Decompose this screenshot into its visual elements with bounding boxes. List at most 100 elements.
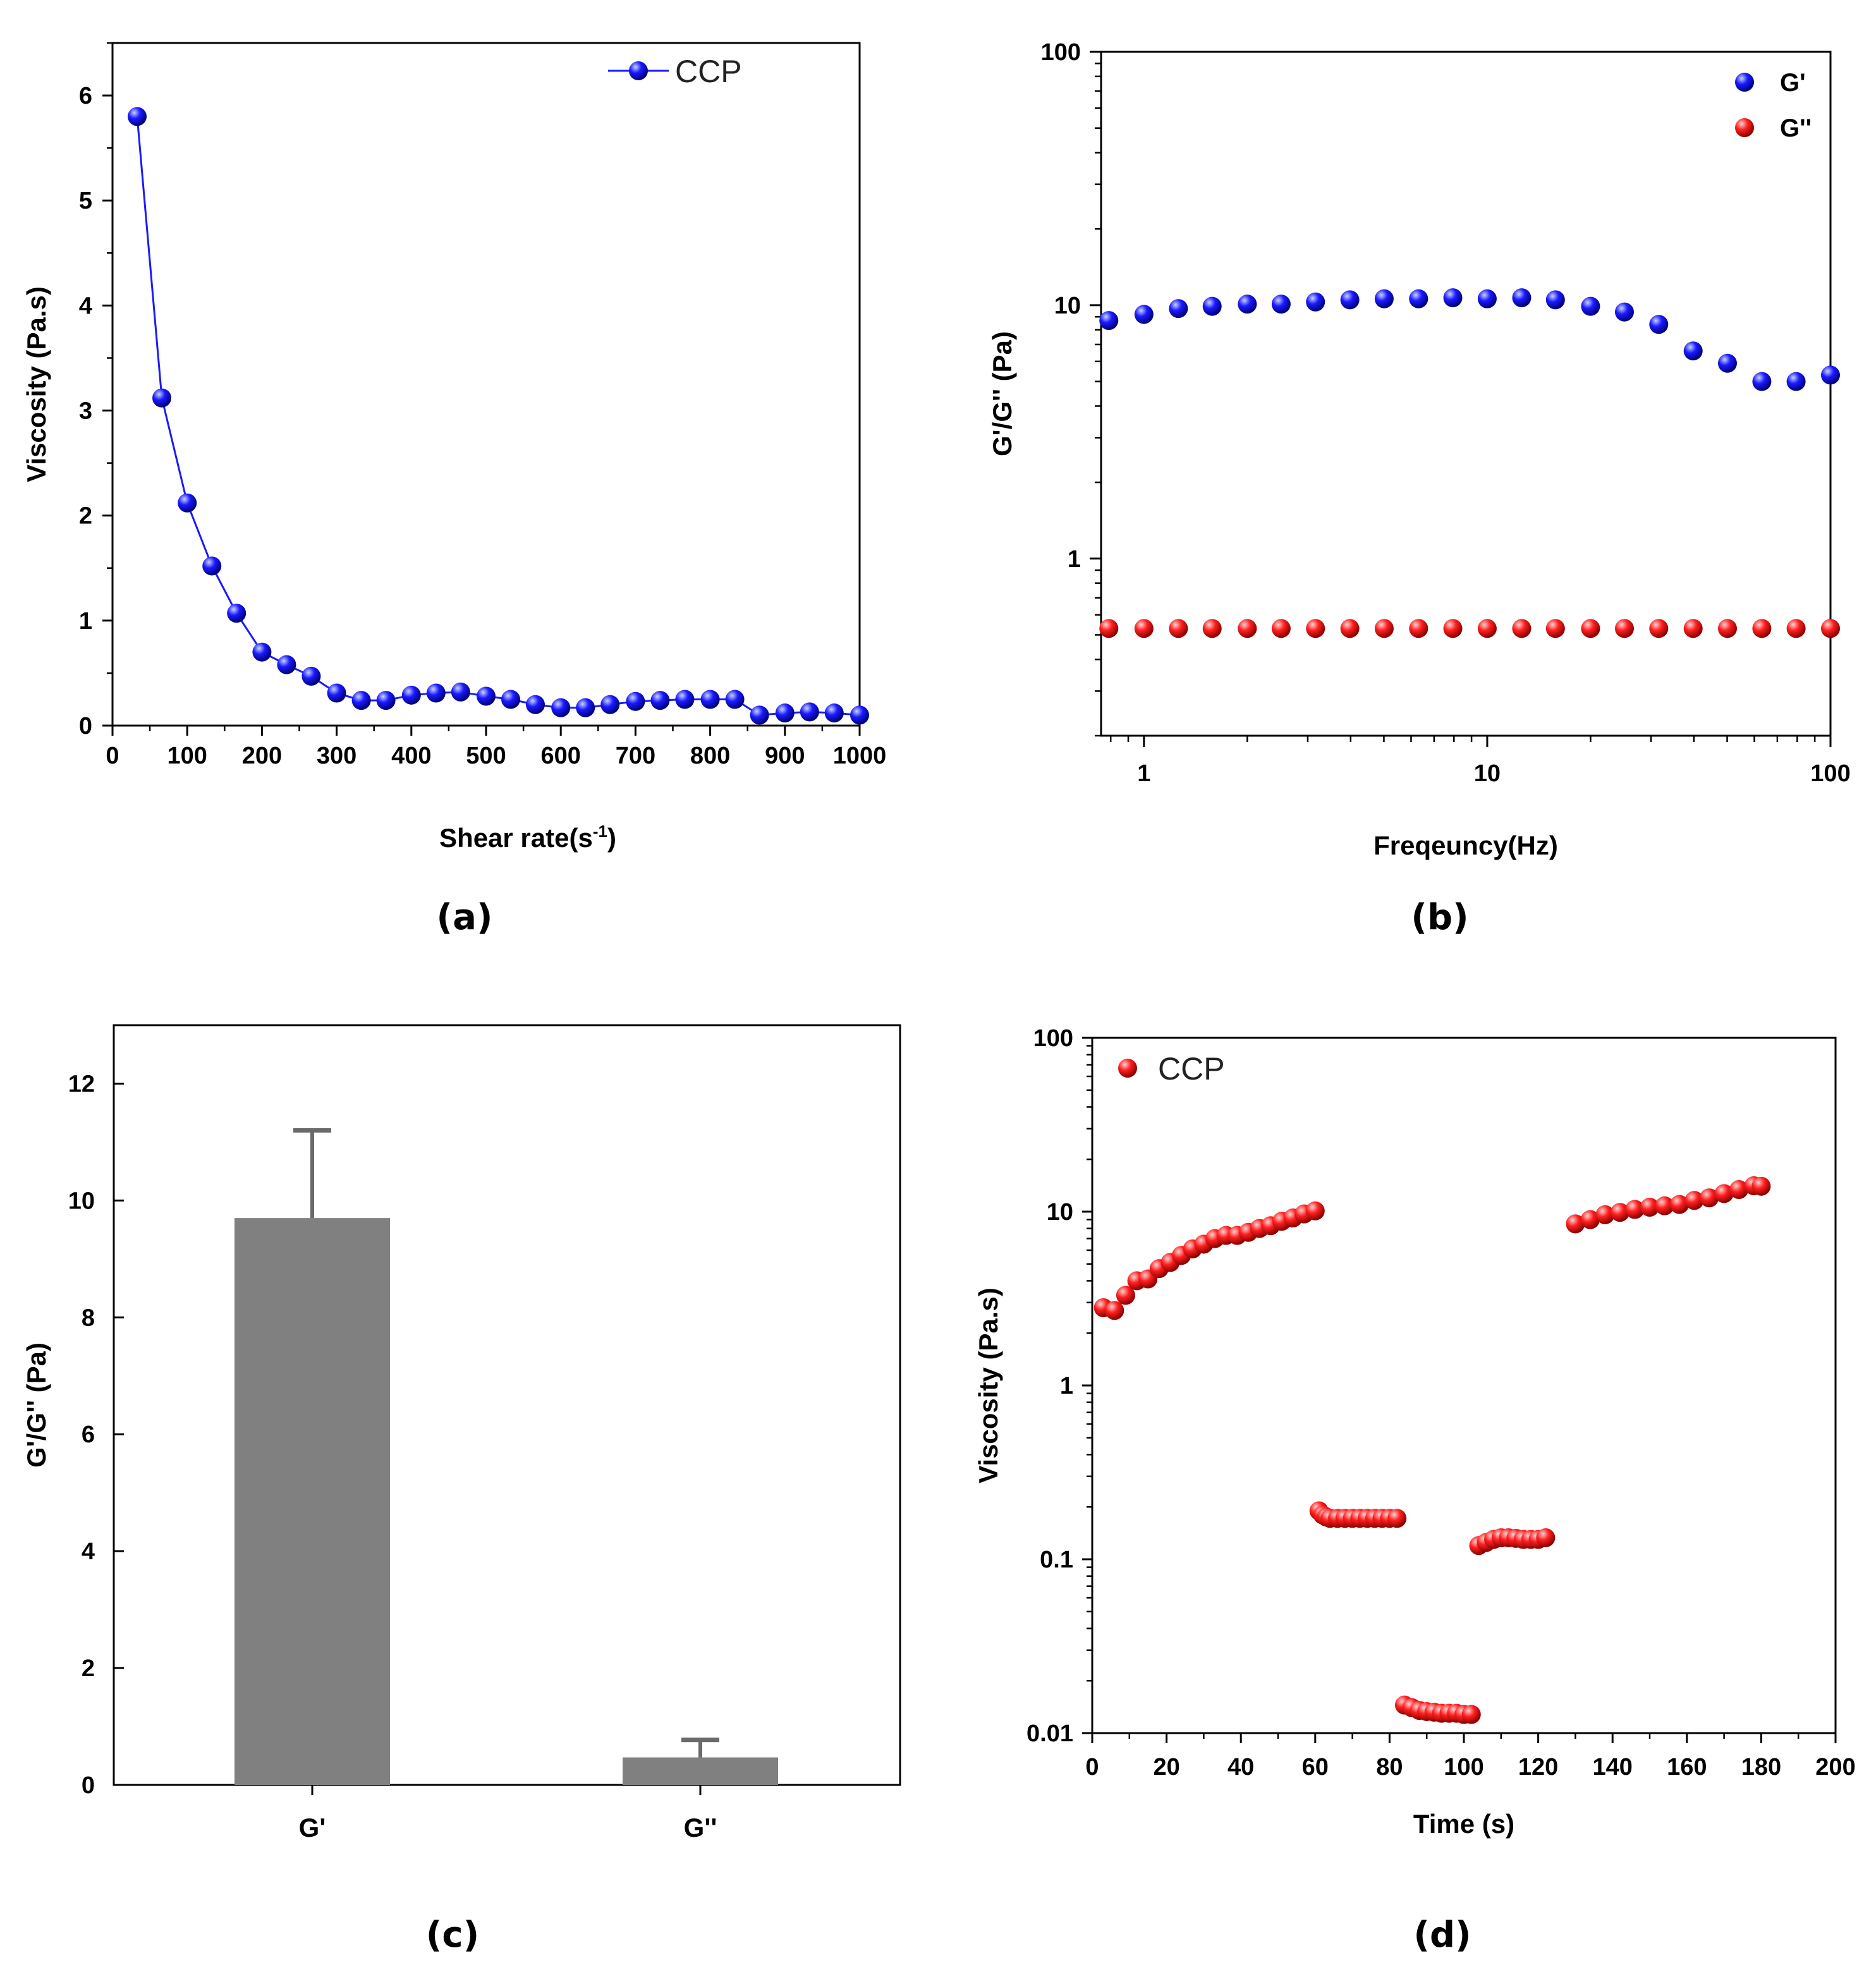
b-data-point-gdoubleprime [1306, 619, 1325, 638]
b-data-point-gdoubleprime [1752, 619, 1772, 638]
d-ytick-label: 0.01 [1026, 1720, 1073, 1747]
d-data-point [1116, 1286, 1135, 1305]
d-data-point [1684, 1191, 1704, 1210]
b-data-point-gprime [1581, 296, 1600, 316]
a-data-point [526, 695, 545, 714]
a-data-point [128, 107, 147, 126]
b-data-point-gdoubleprime [1683, 619, 1703, 638]
a-data-point [327, 683, 346, 703]
a-data-point [576, 698, 595, 717]
b-data-point-gdoubleprime [1717, 619, 1737, 638]
d-data-point [1461, 1705, 1481, 1724]
b-data-point-gprime [1717, 353, 1737, 373]
b-data-point-gprime [1683, 341, 1703, 361]
a-xtick-label: 500 [466, 743, 506, 769]
b-data-point-gdoubleprime [1786, 619, 1806, 638]
d-ytick-label: 0.1 [1040, 1547, 1073, 1573]
b-y-axis-title: G'/G'' (Pa) [987, 331, 1017, 456]
b-data-point-gprime [1477, 289, 1497, 308]
a-xtick-label: 400 [391, 743, 431, 769]
d-data-point [1640, 1198, 1659, 1217]
a-data-point [600, 695, 620, 714]
a-y-axis-title: Viscosity (Pa.s) [21, 286, 51, 482]
b-data-point-gdoubleprime [1512, 619, 1532, 638]
a-legend-marker [629, 61, 648, 80]
a-ytick-label: 0 [79, 713, 92, 740]
a-plot-frame [111, 42, 861, 727]
b-data-point-gprime [1786, 372, 1806, 391]
d-xtick-label: 40 [1227, 1754, 1254, 1780]
b-ytick-label: 100 [1041, 39, 1081, 66]
c-category-label: G'' [684, 1813, 717, 1842]
b-legend-marker-gdoubleprime [1735, 118, 1754, 137]
b-data-point-gprime [1821, 365, 1840, 385]
a-data-point [675, 690, 695, 709]
a-data-point [401, 685, 421, 705]
a-data-point [824, 703, 844, 723]
a-data-point [775, 703, 795, 723]
b-data-point-gdoubleprime [1340, 619, 1360, 638]
d-xtick-label: 140 [1592, 1754, 1632, 1780]
a-ytick-label: 1 [79, 608, 92, 635]
a-data-point [725, 690, 745, 709]
a-data-point [477, 686, 496, 706]
b-data-point-gdoubleprime [1443, 619, 1463, 638]
a-data-point [800, 702, 819, 722]
b-plot-frame [1100, 51, 1832, 737]
c-bar-gprime [234, 1218, 390, 1785]
a-data-point [426, 683, 446, 703]
d-data-point [1595, 1205, 1615, 1224]
a-data-point [551, 698, 571, 717]
a-legend-label: CCP [675, 54, 742, 89]
a-data-point [178, 493, 197, 513]
b-ytick-label: 10 [1054, 293, 1081, 319]
d-data-point [1105, 1301, 1124, 1320]
a-xtick-label: 600 [540, 743, 580, 769]
d-data-point [1700, 1188, 1719, 1208]
b-legend-label-gdoubleprime: G'' [1780, 114, 1812, 142]
chart-panel-d: 0 20 40 60 80 100 120 140 160 180 200 0.01 0.1 1 10 100… [973, 1025, 1856, 1956]
d-data-point [1751, 1176, 1771, 1196]
a-xtick-label: 1000 [833, 743, 887, 769]
b-data-point-gdoubleprime [1099, 619, 1119, 638]
a-data-point [252, 642, 272, 662]
chart-panel-a: 0 100 200 300 400 500 600 700 800 900 1000 0 1 2 3 4 5 6 S… [21, 42, 887, 938]
b-data-point-gprime [1099, 311, 1119, 331]
b-ytick-label: 1 [1068, 546, 1081, 573]
panel-label-1: (b) [1411, 897, 1468, 938]
a-data-point [351, 691, 371, 710]
a-xtick-label: 0 [106, 743, 119, 769]
b-data-point-gprime [1374, 289, 1394, 308]
b-data-point-gdoubleprime [1545, 619, 1565, 638]
c-ytick-label: 4 [82, 1538, 95, 1565]
d-xtick-label: 200 [1815, 1754, 1855, 1780]
c-ytick-label: 10 [68, 1188, 95, 1214]
chart-panel-c: 0 2 4 6 8 10 12 G' G'' G'/G'' (Pa) (c) [21, 1024, 901, 1956]
c-category-label: G' [299, 1813, 326, 1842]
c-y-axis-title: G'/G'' (Pa) [21, 1342, 51, 1468]
d-data-point [1625, 1200, 1645, 1219]
b-data-point-gprime [1134, 305, 1154, 324]
d-ytick-label: 10 [1047, 1199, 1073, 1226]
a-data-point [750, 705, 769, 725]
a-xtick-label: 900 [765, 743, 805, 769]
a-xtick-label: 100 [167, 743, 207, 769]
b-data-point-gdoubleprime [1649, 619, 1669, 638]
b-data-point-gdoubleprime [1202, 619, 1222, 638]
a-ytick-label: 2 [79, 503, 92, 530]
b-data-point-gdoubleprime [1821, 619, 1840, 638]
d-ytick-label: 1 [1060, 1373, 1073, 1399]
b-data-point-gprime [1306, 292, 1325, 312]
d-data-point [1610, 1203, 1629, 1222]
a-xtick-label: 700 [616, 743, 655, 769]
panel-label-0: (a) [437, 897, 493, 938]
b-data-point-gdoubleprime [1271, 619, 1291, 638]
b-data-point-gdoubleprime [1134, 619, 1154, 638]
d-data-point [1580, 1210, 1600, 1229]
b-data-point-gdoubleprime [1169, 619, 1188, 638]
b-xtick-label: 1 [1137, 760, 1150, 787]
a-data-point [302, 666, 321, 686]
d-xtick-label: 160 [1667, 1754, 1707, 1780]
d-xtick-label: 20 [1153, 1754, 1179, 1780]
